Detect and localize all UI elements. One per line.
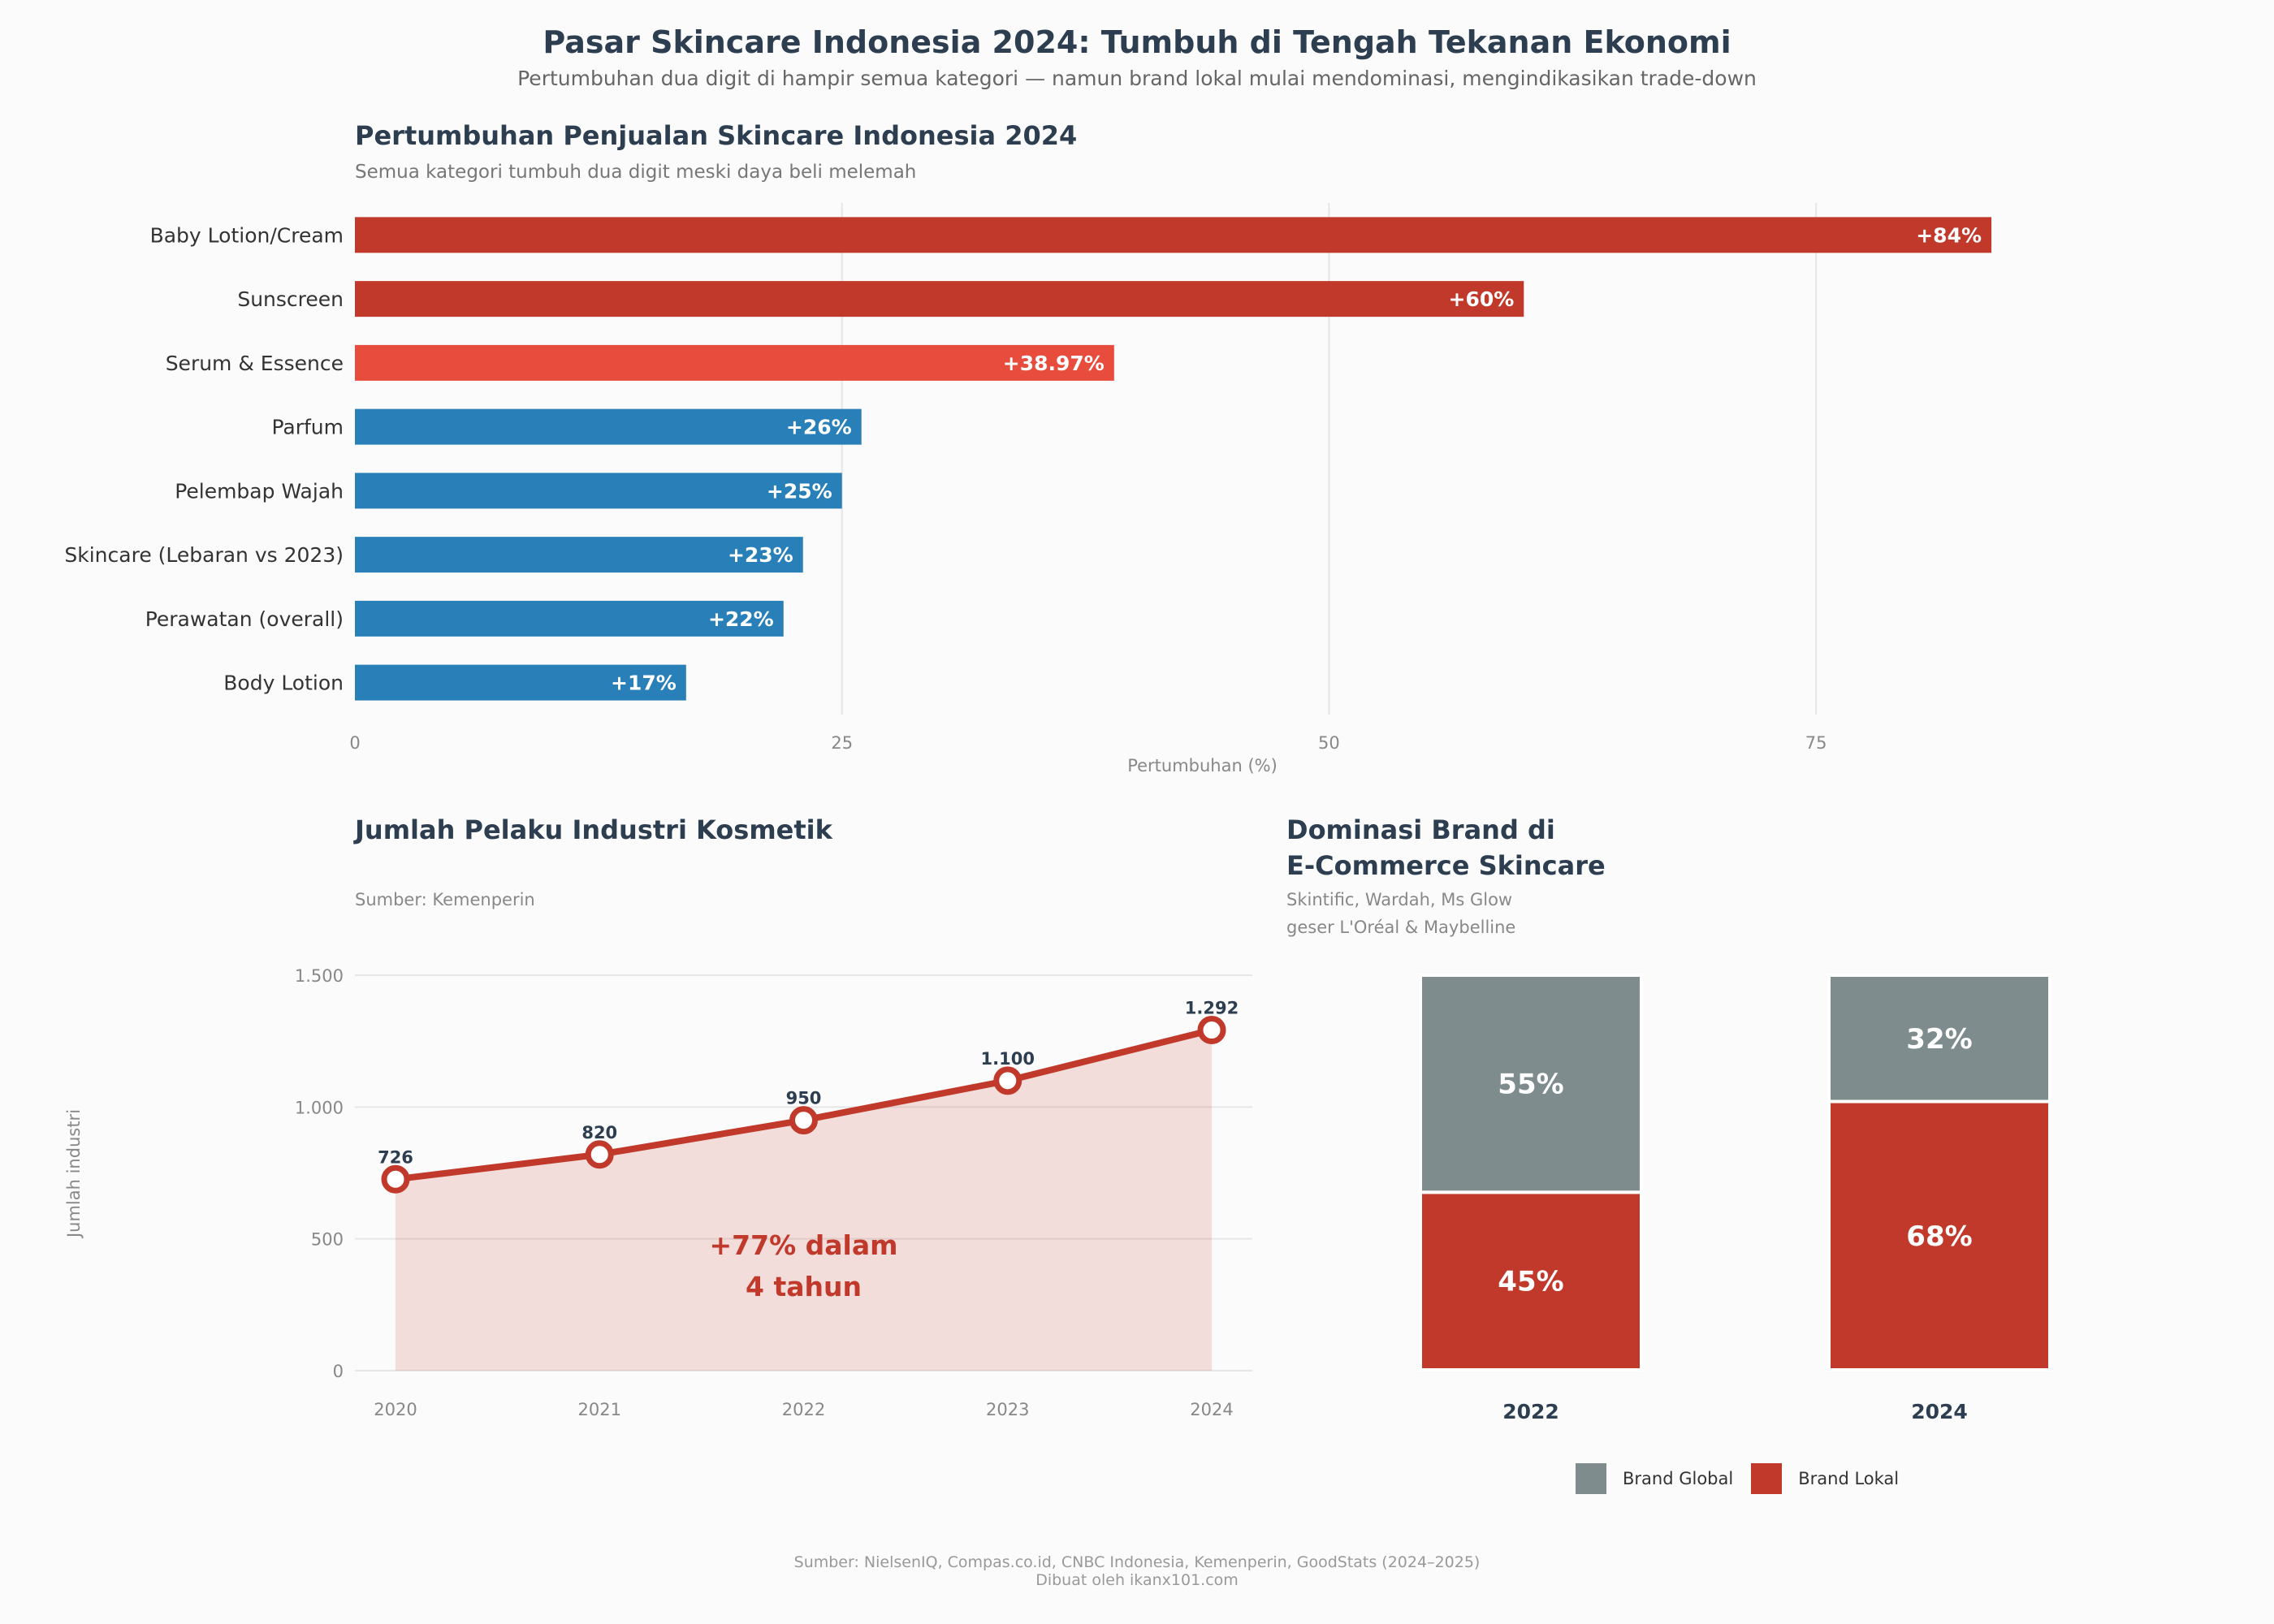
x-tick-label: 50 <box>1318 733 1340 753</box>
stacked-chart-title-line1: Dominasi Brand di <box>1286 814 1555 845</box>
bar <box>355 664 686 701</box>
bar-segment-lokal <box>1419 1190 1643 1372</box>
line-chart-subtitle: Sumber: Kemenperin <box>355 890 535 909</box>
area-fill <box>396 1030 1212 1371</box>
data-point <box>1197 1016 1226 1045</box>
page-subtitle: Pertumbuhan dua digit di hampir semua ka… <box>517 67 1757 90</box>
category-label: 2024 <box>1911 1400 1968 1423</box>
bar-chart-title: Pertumbuhan Penjualan Skincare Indonesia… <box>355 120 1078 151</box>
category-label: Baby Lotion/Cream <box>150 223 344 247</box>
category-label: Serum & Essence <box>166 352 344 375</box>
series-line <box>395 1026 1213 1183</box>
category-label: 2022 <box>1502 1400 1559 1423</box>
category-label: Parfum <box>271 416 344 439</box>
annotation-line2: 4 tahun <box>746 1271 862 1302</box>
segment-label-lokal: 68% <box>1906 1220 1972 1253</box>
legend-item-lokal: Brand Lokal <box>1751 1463 1899 1494</box>
bar <box>355 217 1992 253</box>
legend-item-global: Brand Global <box>1576 1463 1733 1494</box>
y-axis-label: Jumlah industri <box>64 1109 84 1239</box>
bar-value-label: +60% <box>1449 287 1515 311</box>
y-tick-label: 0 <box>333 1362 344 1381</box>
legend-label-global: Brand Global <box>1623 1469 1734 1488</box>
data-label: 820 <box>581 1123 617 1142</box>
bar-value-label: +26% <box>786 416 852 439</box>
legend-swatch-lokal <box>1751 1463 1783 1494</box>
x-tick-label: 0 <box>349 733 360 753</box>
annotation-line1: +77% dalam <box>710 1229 898 1261</box>
stacked-chart-title-line2: E-Commerce Skincare <box>1286 850 1606 881</box>
data-label: 1.100 <box>981 1049 1035 1069</box>
y-tick-label: 500 <box>311 1230 344 1250</box>
bar-value-label: +84% <box>1916 223 1982 247</box>
bar <box>355 600 784 637</box>
segment-label-global: 32% <box>1906 1023 1972 1056</box>
bar <box>355 408 862 445</box>
segment-label-global: 55% <box>1498 1069 1563 1101</box>
bar-value-label: +17% <box>611 672 677 695</box>
category-label: Pelembap Wajah <box>175 479 344 503</box>
legend-label-lokal: Brand Lokal <box>1798 1469 1900 1488</box>
data-point <box>993 1066 1022 1095</box>
bar-value-label: +22% <box>708 607 774 631</box>
x-tick-label: 2023 <box>986 1400 1029 1419</box>
x-tick-label: 2021 <box>578 1400 621 1419</box>
footer-credit: Dibuat oleh ikanx101.com <box>1035 1571 1239 1589</box>
x-tick-label: 2024 <box>1190 1400 1233 1419</box>
legend-swatch-global <box>1576 1463 1606 1494</box>
bar-chart-subtitle: Semua kategori tumbuh dua digit meski da… <box>355 162 917 183</box>
brand-legend: Brand Global Brand Lokal <box>1576 1463 1917 1494</box>
bar-segment-global <box>1419 974 1643 1194</box>
page-title: Pasar Skincare Indonesia 2024: Tumbuh di… <box>543 24 1731 60</box>
category-label: Perawatan (overall) <box>145 607 344 631</box>
bar-value-label: +25% <box>767 479 832 503</box>
stacked-chart-subtitle-line1: Skintific, Wardah, Ms Glow <box>1286 890 1513 909</box>
bar-value-label: +38.97% <box>1003 352 1105 375</box>
x-tick-label: 75 <box>1805 733 1827 753</box>
x-axis-label: Pertumbuhan (%) <box>1127 756 1278 775</box>
segment-label-lokal: 45% <box>1498 1266 1563 1298</box>
data-point <box>789 1106 818 1135</box>
bar <box>355 281 1524 317</box>
stacked-chart-subtitle-line2: geser L'Oréal & Maybelline <box>1286 918 1516 937</box>
category-label: Sunscreen <box>237 287 344 311</box>
bar-segment-global <box>1827 974 2051 1104</box>
bar-value-label: +23% <box>728 543 793 567</box>
category-label: Body Lotion <box>223 672 344 695</box>
footer-source: Sumber: NielsenIQ, Compas.co.id, CNBC In… <box>793 1553 1481 1571</box>
bar <box>355 537 803 573</box>
y-tick-label: 1.500 <box>295 966 344 986</box>
data-label: 726 <box>378 1147 413 1167</box>
x-tick-label: 2020 <box>374 1400 417 1419</box>
data-label: 950 <box>786 1089 822 1108</box>
data-label: 1.292 <box>1185 999 1239 1018</box>
data-point <box>381 1164 410 1194</box>
bar <box>355 344 1114 381</box>
y-tick-label: 1.000 <box>295 1098 344 1117</box>
bar <box>355 473 842 509</box>
bar-segment-lokal <box>1827 1099 2051 1372</box>
line-chart-title: Jumlah Pelaku Industri Kosmetik <box>355 814 832 845</box>
x-tick-label: 25 <box>831 733 853 753</box>
x-tick-label: 2022 <box>782 1400 825 1419</box>
data-point <box>585 1140 614 1169</box>
category-label: Skincare (Lebaran vs 2023) <box>64 543 344 567</box>
